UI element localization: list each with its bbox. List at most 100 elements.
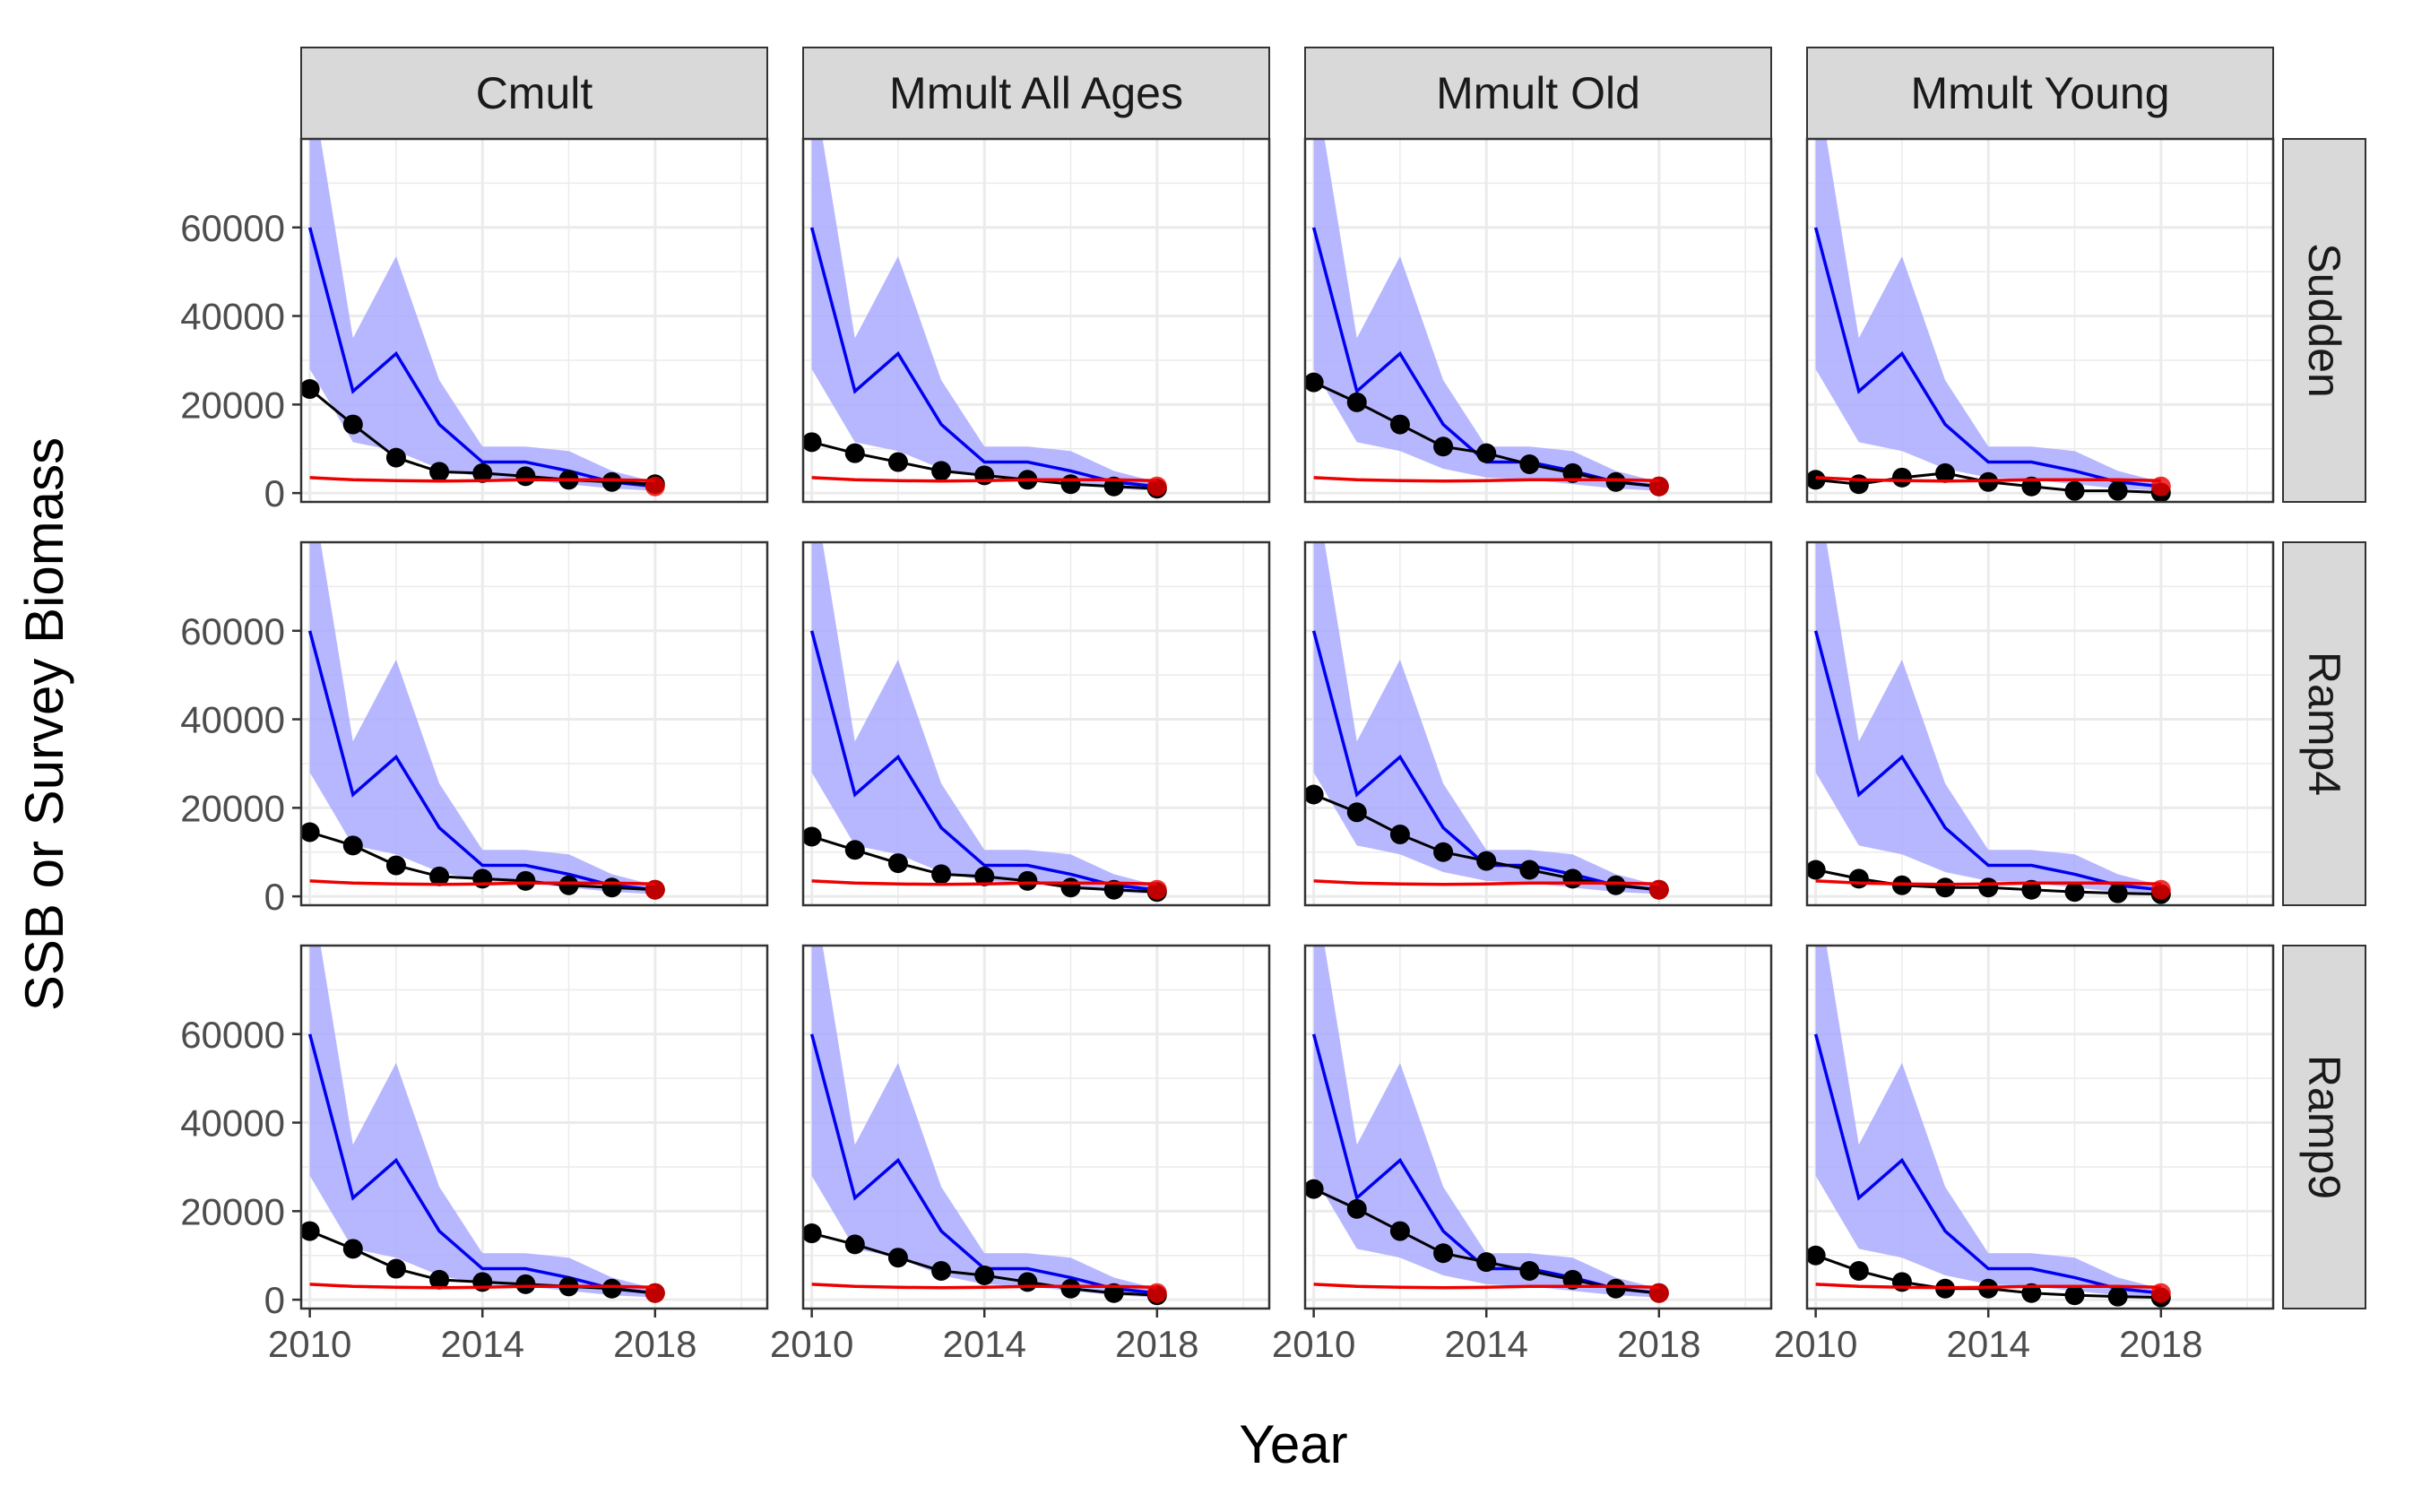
- survey-point: [2107, 883, 2128, 903]
- survey-point: [385, 447, 406, 468]
- y-tick-label: 40000: [180, 1102, 285, 1145]
- x-tick-label: 2018: [2119, 1323, 2202, 1365]
- panel: [1305, 542, 1771, 905]
- x-tick-label: 2010: [268, 1323, 351, 1365]
- confidence-ribbon: [309, 946, 655, 1298]
- survey-point: [1807, 1245, 1826, 1266]
- reference-point: [1146, 1283, 1167, 1303]
- reference-line: [811, 476, 1157, 483]
- survey-point: [1060, 877, 1081, 898]
- reference-line: [1313, 879, 1659, 886]
- x-tick-label: 2014: [1947, 1323, 2030, 1365]
- survey-point: [1978, 877, 1999, 898]
- column-strip: [300, 47, 768, 140]
- column-strip-label: Mmult All Ages: [889, 68, 1183, 118]
- row-strip: [2282, 541, 2366, 906]
- survey-point: [803, 1223, 822, 1244]
- survey-point: [342, 1239, 363, 1259]
- survey-point: [385, 855, 406, 876]
- y-tick-label: 20000: [180, 384, 285, 426]
- reference-line: [1313, 1283, 1659, 1290]
- panel-border: [299, 944, 769, 1310]
- survey-point: [844, 443, 865, 463]
- y-tick-label: 0: [264, 1279, 285, 1321]
- panel: [1305, 139, 1771, 502]
- y-tick-label: 60000: [180, 207, 285, 249]
- survey-point: [1562, 462, 1583, 483]
- survey-point: [1519, 860, 1540, 880]
- survey-point: [1605, 471, 1626, 492]
- reference-line: [1815, 476, 2161, 483]
- confidence-ribbon: [811, 139, 1157, 491]
- panel: [1807, 139, 2273, 502]
- survey-point: [1060, 1278, 1081, 1299]
- reference-line: [1815, 1283, 2161, 1290]
- survey-point: [1017, 870, 1038, 891]
- confidence-ribbon: [1815, 139, 2161, 491]
- confidence-ribbon: [1313, 139, 1659, 491]
- survey-point: [931, 1261, 952, 1282]
- column-strip-label: Cmult: [476, 68, 593, 118]
- reference-point: [644, 1283, 665, 1303]
- reference-point: [1648, 879, 1669, 900]
- survey-point: [2107, 480, 2128, 501]
- row-strip-label: Ramp9: [2299, 1055, 2349, 1199]
- confidence-ribbon: [309, 542, 655, 894]
- survey-point: [1562, 1269, 1583, 1290]
- y-axis-title: SSB or Survey Biomass: [14, 437, 74, 1011]
- confidence-ribbon: [1815, 542, 2161, 894]
- survey-point: [887, 452, 908, 472]
- survey-point: [1476, 851, 1497, 871]
- survey-point: [601, 471, 622, 492]
- survey-point: [2107, 1286, 2128, 1307]
- panel: [1807, 542, 2273, 905]
- survey-point: [1346, 392, 1367, 412]
- survey-point: [2021, 476, 2042, 497]
- survey-point: [1103, 1283, 1124, 1303]
- survey-point: [803, 826, 822, 847]
- survey-point: [887, 853, 908, 874]
- reference-line: [309, 1283, 655, 1290]
- y-tick-label: 20000: [180, 787, 285, 829]
- reference-point: [1146, 476, 1167, 497]
- x-tick-label: 2014: [943, 1323, 1026, 1365]
- reference-line: [309, 476, 655, 483]
- column-strip-label: Mmult Old: [1436, 68, 1640, 118]
- survey-point: [1519, 1261, 1540, 1282]
- survey-point: [1389, 824, 1410, 844]
- survey-point: [1476, 443, 1497, 463]
- reference-line: [811, 879, 1157, 886]
- y-tick-label: 0: [264, 876, 285, 918]
- survey-point: [1807, 470, 1826, 490]
- survey-point: [1389, 414, 1410, 435]
- row-strip: [2282, 945, 2366, 1309]
- survey-point: [2064, 480, 2085, 501]
- survey-point: [2064, 1285, 2085, 1306]
- reference-line: [811, 1283, 1157, 1290]
- x-axis-title: Year: [1239, 1414, 1347, 1474]
- survey-point: [1848, 868, 1869, 889]
- column-strip: [1304, 47, 1772, 140]
- survey-point: [1389, 1221, 1410, 1241]
- panel: [301, 542, 767, 905]
- panel-border: [1805, 540, 2275, 907]
- confidence-ribbon: [309, 139, 655, 491]
- survey-point: [1935, 877, 1956, 898]
- survey-point: [2064, 882, 2085, 903]
- reference-point: [644, 476, 665, 497]
- column-strip: [1806, 47, 2274, 140]
- survey-point: [1346, 802, 1367, 823]
- panel: [301, 946, 767, 1309]
- survey-point: [803, 432, 822, 453]
- confidence-ribbon: [1815, 946, 2161, 1298]
- panel: [803, 542, 1269, 905]
- survey-point: [342, 414, 363, 435]
- panel-border: [1303, 540, 1773, 907]
- x-tick-label: 2010: [1272, 1323, 1355, 1365]
- y-tick-label: 20000: [180, 1190, 285, 1232]
- survey-point: [429, 462, 450, 482]
- survey-point: [1605, 875, 1626, 895]
- survey-point: [887, 1248, 908, 1268]
- survey-point: [974, 1265, 995, 1285]
- panel: [1807, 946, 2273, 1309]
